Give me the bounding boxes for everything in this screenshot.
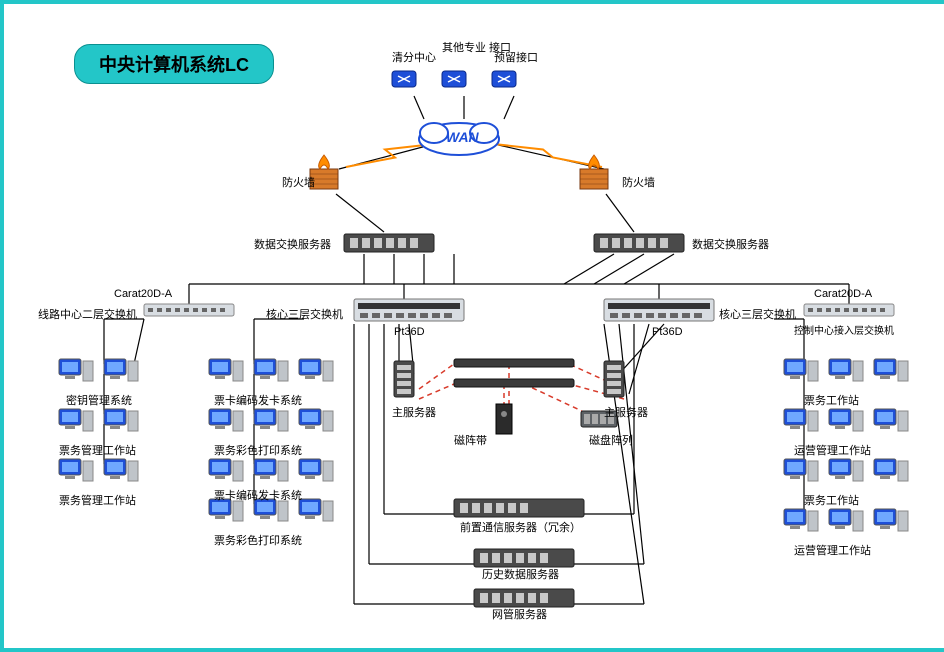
label-dx1: 数据交换服务器 xyxy=(254,236,331,252)
label-fw1: 防火墙 xyxy=(282,174,315,190)
label-main-r: 主服务器 xyxy=(604,404,648,420)
label-key: 密钥管理系统 xyxy=(66,392,132,408)
label-front: 前置通信服务器（冗余） xyxy=(460,519,581,535)
label-acc: 控制中心接入层交换机 xyxy=(794,322,894,337)
label-ce2: 票卡编码发卡系统 xyxy=(214,487,302,503)
label-ts2: 票务管理工作站 xyxy=(59,492,136,508)
label-pt-r: Pt36D xyxy=(652,326,683,338)
label-rws2: 运营管理工作站 xyxy=(794,442,871,458)
label-rws4: 运营管理工作站 xyxy=(794,542,871,558)
label-wan: WAN xyxy=(446,129,479,145)
label-cp1: 票务彩色打印系统 xyxy=(214,442,302,458)
label-carat-r: Carat20D-A xyxy=(814,288,872,300)
label-pt-l: Pt36D xyxy=(394,326,425,338)
label-rws1: 票务工作站 xyxy=(804,392,859,408)
label-ce1: 票卡编码发卡系统 xyxy=(214,392,302,408)
label-carat-l: Carat20D-A xyxy=(114,288,172,300)
label-top-right: 预留接口 xyxy=(494,49,538,65)
label-l2: 线路中心二层交换机 xyxy=(38,306,137,322)
label-fw2: 防火墙 xyxy=(622,174,655,190)
label-tape: 磁阵带 xyxy=(454,432,487,448)
label-main-l: 主服务器 xyxy=(392,404,436,420)
label-ts1: 票务管理工作站 xyxy=(59,442,136,458)
label-cp2: 票务彩色打印系统 xyxy=(214,532,302,548)
label-nms: 网管服务器 xyxy=(492,606,547,622)
label-disk: 磁盘阵列 xyxy=(589,432,633,448)
diagram-canvas: 中央计算机系统LC 清分中心 其他专业 接口 预留接口 WAN 防火墙 防火墙 … xyxy=(0,0,944,652)
label-core-r: 核心三层交换机 xyxy=(719,306,796,322)
label-top-left: 清分中心 xyxy=(392,49,436,65)
label-dx2: 数据交换服务器 xyxy=(692,236,769,252)
label-core-l: 核心三层交换机 xyxy=(266,306,343,322)
label-rws3: 票务工作站 xyxy=(804,492,859,508)
label-hist: 历史数据服务器 xyxy=(482,566,559,582)
